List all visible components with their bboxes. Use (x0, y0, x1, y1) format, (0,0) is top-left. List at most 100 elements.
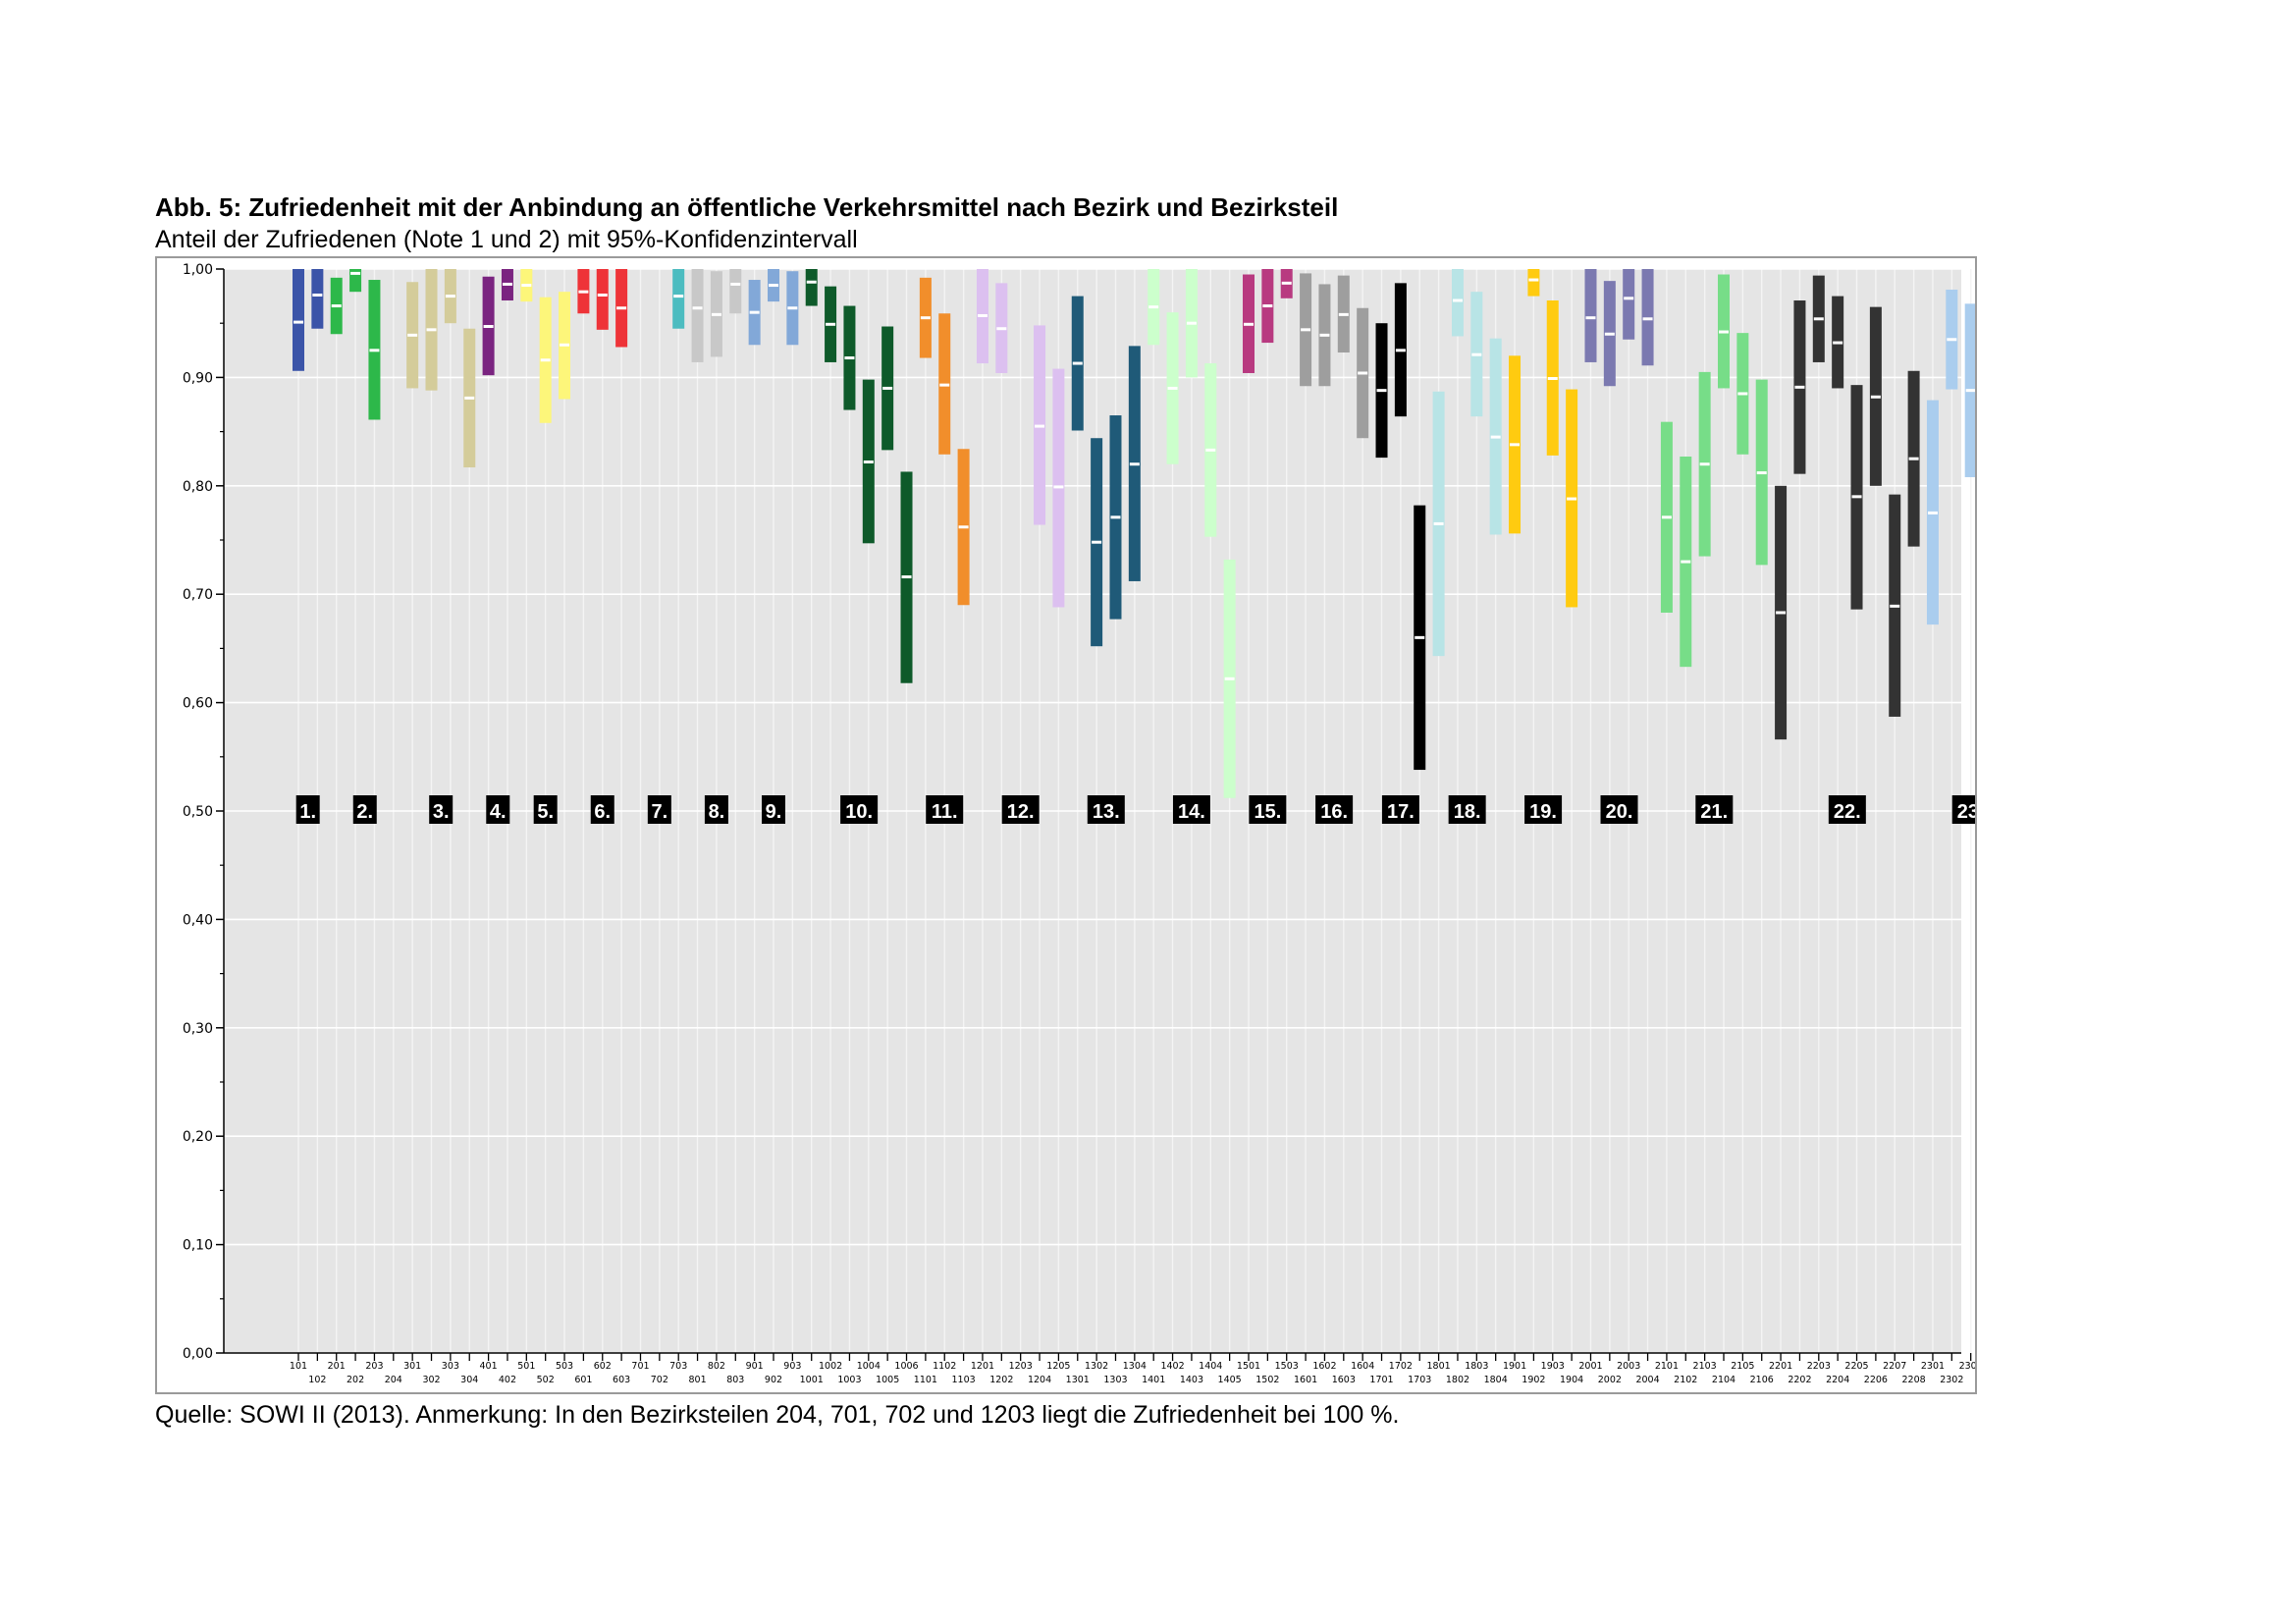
x-tick-label-803: 803 (726, 1375, 744, 1385)
district-label-box-8 (704, 795, 728, 824)
x-tick-label-503: 503 (556, 1361, 573, 1372)
error-bar-1802 (1451, 269, 1464, 337)
x-tick-label-1501: 1501 (1237, 1361, 1260, 1372)
x-tick-label-1201: 1201 (971, 1361, 994, 1372)
district-label-10: 10. (845, 801, 873, 823)
x-tick-label-1102: 1102 (933, 1361, 956, 1372)
district-label-box-21 (1695, 795, 1734, 824)
x-tick-label-1006: 1006 (894, 1361, 918, 1372)
x-tick-label-2208: 2208 (1902, 1375, 1926, 1385)
chart-title: Abb. 5: Zufriedenheit mit der Anbindung … (155, 192, 1339, 222)
x-tick-label-1802: 1802 (1446, 1375, 1469, 1385)
x-tick-label-1202: 1202 (989, 1375, 1013, 1385)
x-tick-label-2202: 2202 (1788, 1375, 1811, 1385)
x-tick-label-1002: 1002 (819, 1361, 842, 1372)
y-tick-label: 0,20 (183, 1129, 213, 1145)
x-tick-label-1701: 1701 (1369, 1375, 1393, 1385)
x-tick-label-1404: 1404 (1199, 1361, 1222, 1372)
district-label-16: 16. (1320, 801, 1348, 823)
x-tick-label-101: 101 (290, 1361, 307, 1372)
district-label-box-16 (1315, 795, 1354, 824)
district-label-2: 2. (356, 801, 373, 823)
district-label-23: 23. (1957, 801, 1975, 823)
district-label-20: 20. (1606, 801, 1633, 823)
district-label-8: 8. (709, 801, 725, 823)
x-tick-label-1203: 1203 (1009, 1361, 1033, 1372)
x-tick-label-1302: 1302 (1085, 1361, 1108, 1372)
district-label-box-19 (1524, 795, 1563, 824)
x-tick-label-1004: 1004 (857, 1361, 881, 1372)
x-tick-label-1604: 1604 (1351, 1361, 1374, 1372)
error-bar-1001 (805, 269, 818, 306)
x-tick-label-1601: 1601 (1294, 1375, 1317, 1385)
error-bar-602 (596, 269, 609, 330)
district-label-6: 6. (594, 801, 611, 823)
district-label-7: 7. (651, 801, 667, 823)
district-label-box-14 (1172, 795, 1210, 824)
x-tick-label-602: 602 (594, 1361, 612, 1372)
x-tick-label-1103: 1103 (952, 1375, 976, 1385)
x-tick-label-1703: 1703 (1408, 1375, 1431, 1385)
x-tick-label-1003: 1003 (837, 1375, 861, 1385)
x-tick-label-502: 502 (537, 1375, 555, 1385)
x-tick-label-802: 802 (708, 1361, 725, 1372)
x-tick-label-1804: 1804 (1484, 1375, 1508, 1385)
x-tick-label-801: 801 (688, 1375, 706, 1385)
chart-subtitle: Anteil der Zufriedenen (Note 1 und 2) mi… (155, 226, 858, 253)
x-tick-label-1903: 1903 (1541, 1361, 1565, 1372)
district-label-box-5 (533, 795, 558, 824)
x-tick-label-2002: 2002 (1598, 1375, 1622, 1385)
district-label-box-9 (762, 795, 785, 824)
district-label-4: 4. (490, 801, 507, 823)
district-label-12: 12. (1007, 801, 1035, 823)
x-tick-label-2103: 2103 (1693, 1361, 1717, 1372)
district-label-box-13 (1087, 795, 1125, 824)
x-tick-label-702: 702 (651, 1375, 668, 1385)
x-tick-label-1503: 1503 (1275, 1361, 1299, 1372)
x-tick-label-401: 401 (480, 1361, 498, 1372)
x-tick-label-603: 603 (613, 1375, 630, 1385)
y-tick-label: 1,00 (183, 262, 213, 278)
chart-svg: 0,00 0,10 0,20 0,30 0,40 0,50 0,60 0,70 0,80 0,90… (183, 262, 1975, 1385)
district-label-18: 18. (1454, 801, 1481, 823)
x-tick-label-201: 201 (328, 1361, 346, 1372)
district-label-14: 14. (1178, 801, 1205, 823)
x-tick-label-501: 501 (517, 1361, 535, 1372)
x-tick-label-1101: 1101 (914, 1375, 937, 1385)
district-label-3: 3. (433, 801, 450, 823)
error-bar-803 (729, 269, 742, 314)
x-tick-label-102: 102 (308, 1375, 326, 1385)
x-tick-label-1304: 1304 (1123, 1361, 1147, 1372)
y-tick-label: 0,60 (183, 696, 213, 712)
x-tick-label-2004: 2004 (1635, 1375, 1659, 1385)
district-label-box-15 (1249, 795, 1287, 824)
x-tick-label-1902: 1902 (1522, 1375, 1545, 1385)
x-tick-label-701: 701 (631, 1361, 649, 1372)
x-tick-label-202: 202 (347, 1375, 364, 1385)
district-label-box-22 (1828, 795, 1866, 824)
x-tick-label-1401: 1401 (1142, 1375, 1165, 1385)
error-bar-2001 (1584, 269, 1597, 362)
district-label-17: 17. (1387, 801, 1415, 823)
y-tick-label: 0,90 (183, 370, 213, 386)
district-label-box-1 (295, 795, 320, 824)
district-label-9: 9. (766, 801, 782, 823)
x-tick-label-2205: 2205 (1844, 1361, 1868, 1372)
x-tick-label-2302: 2302 (1940, 1375, 1963, 1385)
x-tick-label-2003: 2003 (1617, 1361, 1640, 1372)
x-tick-label-2104: 2104 (1712, 1375, 1735, 1385)
x-tick-label-601: 601 (574, 1375, 592, 1385)
x-tick-label-203: 203 (365, 1361, 383, 1372)
error-bar-101 (293, 269, 304, 371)
x-tick-label-1901: 1901 (1503, 1361, 1526, 1372)
x-tick-label-2001: 2001 (1578, 1361, 1602, 1372)
y-tick-label: 0,80 (183, 479, 213, 495)
error-bar-2003 (1623, 269, 1635, 340)
y-tick-label: 0,10 (183, 1238, 213, 1254)
district-label-box-3 (429, 795, 454, 824)
x-tick-label-1702: 1702 (1389, 1361, 1413, 1372)
x-tick-label-1603: 1603 (1332, 1375, 1356, 1385)
x-tick-label-2101: 2101 (1655, 1361, 1679, 1372)
error-bar-703 (672, 269, 685, 329)
